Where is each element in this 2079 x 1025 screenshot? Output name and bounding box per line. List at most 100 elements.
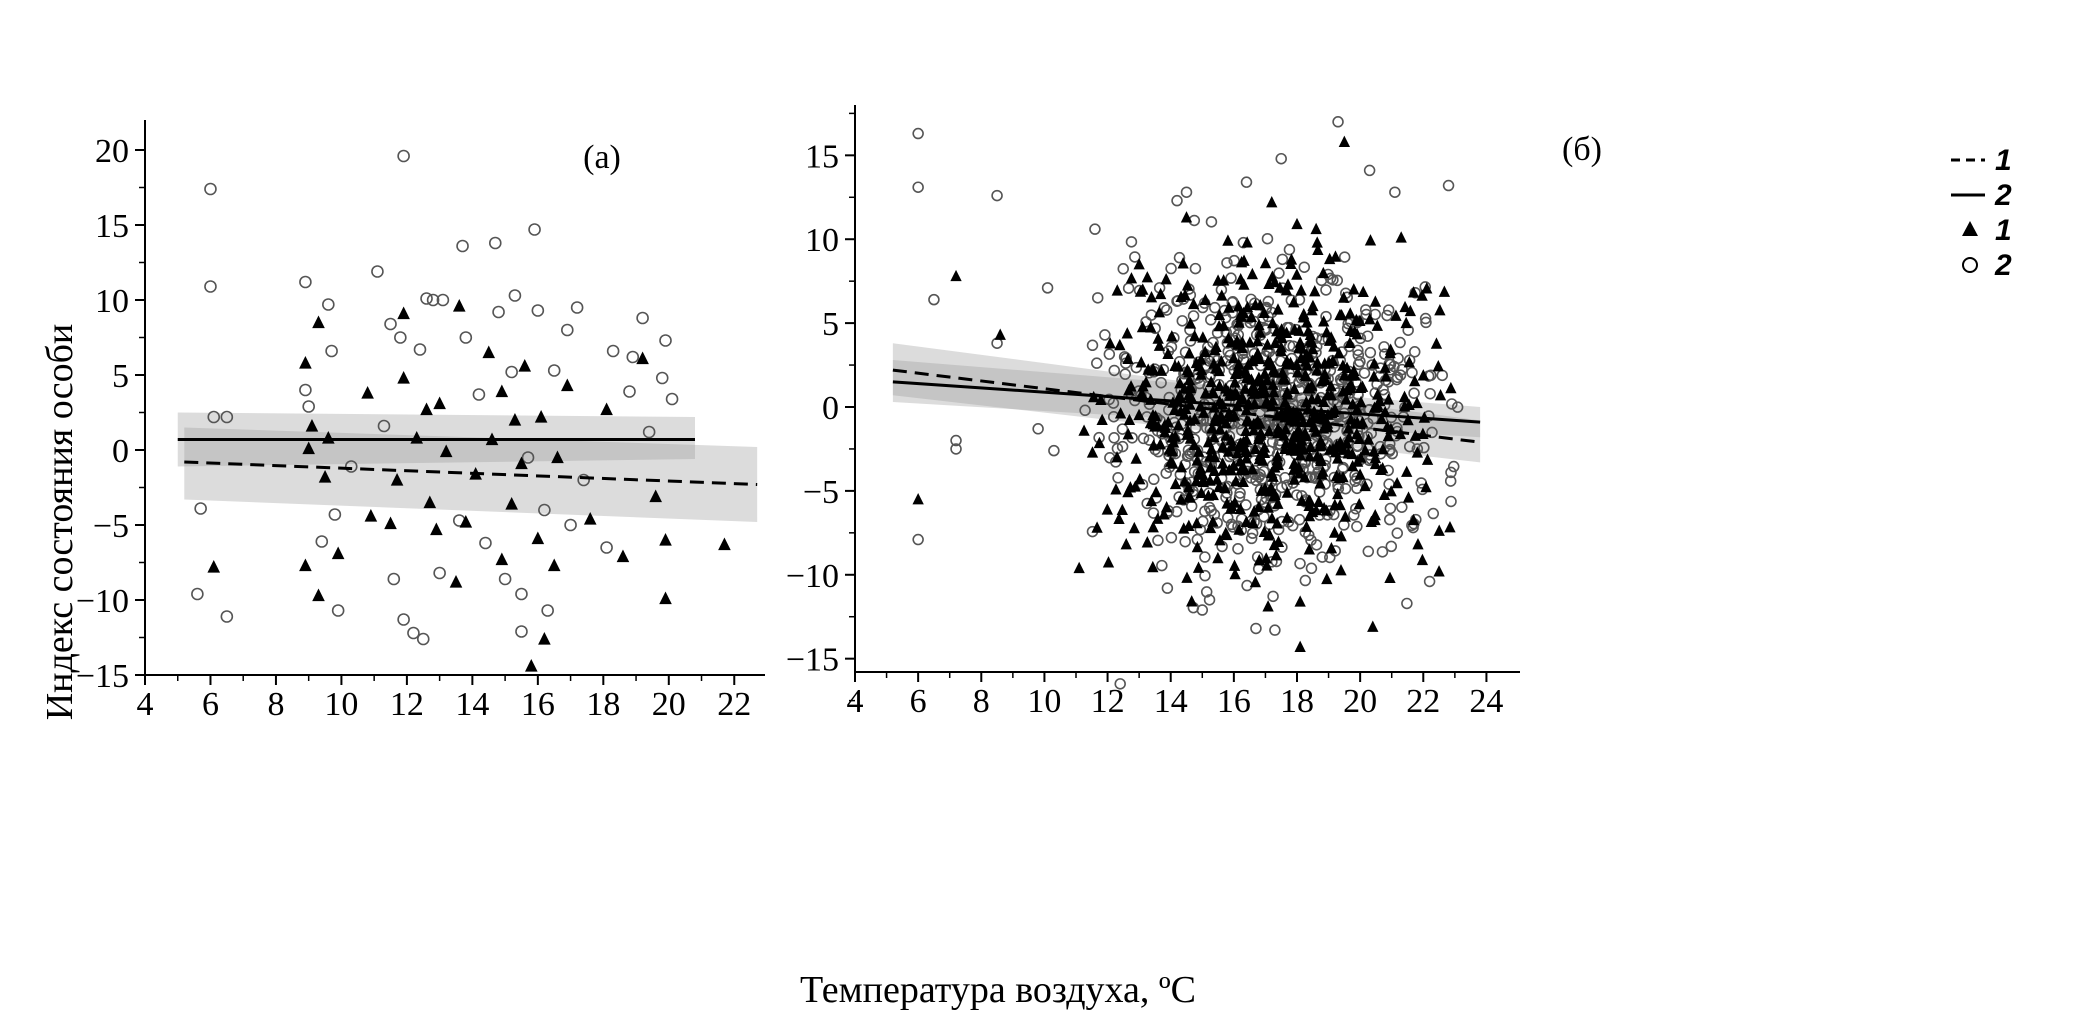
panel-b-point-group1 (1325, 331, 1337, 343)
panel-b-point-group1 (1122, 428, 1134, 440)
panel-b-point-group1 (1169, 430, 1182, 442)
panel-b-point-group1 (1153, 339, 1166, 351)
panel-b-point-group2 (1116, 423, 1129, 435)
panel-b-point-group1 (1204, 521, 1217, 534)
panel-b-point-group2 (1225, 272, 1237, 284)
panel-b-point-group1 (1430, 337, 1443, 349)
panel-b-point-group1 (1162, 347, 1174, 360)
panel-b-point-group2 (1276, 253, 1289, 266)
panel-b-point-group1 (1285, 443, 1297, 456)
panel-a-point-group2 (377, 419, 391, 433)
panel-b-point-group1 (1122, 352, 1134, 364)
panel-b-point-group1 (1327, 442, 1339, 455)
panel-b-point-group1 (1434, 303, 1446, 316)
panel-b-point-group2 (1160, 304, 1173, 316)
panel-b-point-group1 (1137, 283, 1149, 295)
panel-b-point-group1 (1318, 315, 1330, 327)
panel-b-point-group1 (1288, 457, 1300, 469)
panel-b-point-group1 (1421, 282, 1433, 294)
panel-a-x-tick-label: 4 (137, 686, 154, 723)
panel-b-point-group1 (1401, 465, 1413, 477)
y-axis-title: Индекс состояния особи (39, 324, 81, 721)
panel-b-point-group1 (1314, 477, 1326, 489)
panel-b-point-group1 (1421, 453, 1434, 465)
panel-b-point-group1 (1184, 380, 1197, 392)
panel-a-point-group1 (449, 575, 463, 588)
panel-b-point-group1 (1285, 253, 1298, 265)
panel-a-y-tick-label: −5 (93, 508, 129, 545)
panel-b-point-group2 (1091, 292, 1104, 304)
panel-a-point-group1 (538, 632, 551, 645)
panel-b-point-group2 (1332, 116, 1344, 128)
panel-b-point-group2 (1445, 466, 1457, 479)
panel-b-point-group1 (1216, 289, 1228, 301)
panel-b-point-group2 (912, 127, 924, 140)
panel-b-point-group1 (1262, 600, 1274, 612)
panel-a-point-group1 (515, 456, 528, 470)
panel-b-point-group1 (1232, 363, 1244, 375)
legend-label-circle: 2 (1994, 249, 2012, 282)
panel-a-point-group2 (538, 503, 551, 517)
panel-a-point-group1 (397, 306, 410, 320)
panel-a-point-group2 (299, 275, 312, 289)
panel-a-point-group2 (488, 236, 502, 250)
legend-label-triangle: 1 (1995, 214, 2012, 247)
panel-b-point-group1 (1319, 373, 1332, 385)
panel-a-x-tick-label: 6 (202, 686, 219, 723)
panel-b-point-group1 (1434, 388, 1447, 401)
panel-b-point-group2 (1245, 293, 1257, 306)
panel-b-point-group1 (1228, 351, 1240, 364)
panel-b-point-group1 (1294, 595, 1306, 607)
panel-b-point-group2 (1381, 309, 1393, 322)
panel-b-point-group2 (1173, 251, 1186, 264)
panel-b-point-group2 (1408, 387, 1420, 399)
panel-b-point-group1 (1272, 426, 1284, 439)
panel-b-point-group1 (1267, 364, 1279, 376)
panel-b-point-group1 (1130, 452, 1142, 464)
panel-b-point-group2 (1199, 551, 1211, 563)
panel-b-chart: (б) 4 6 8 10 12 14 16 18 20 22 24 −15 −10 −5 0 5 10 15 (786, 105, 1602, 720)
panel-b-point-group1 (1259, 385, 1271, 398)
panel-b-point-group1 (1222, 234, 1234, 246)
panel-b-point-group1 (1193, 445, 1205, 457)
panel-b-point-group2 (1305, 562, 1318, 575)
panel-b-point-group1 (1369, 513, 1381, 526)
legend: 1 2 1 2 (1951, 144, 2012, 282)
panel-b-point-group1 (1369, 457, 1382, 470)
panel-b-point-group1 (1213, 379, 1226, 392)
panel-b-point-group2 (1262, 295, 1275, 308)
panel-b-point-group1 (1223, 301, 1235, 313)
panel-b-point-group1 (1296, 434, 1308, 446)
panel-b-point-group1 (1325, 379, 1337, 392)
panel-b-point-group1 (1338, 291, 1350, 303)
panel-b-point-group1 (1293, 467, 1305, 479)
panel-b-point-group1 (1409, 374, 1421, 387)
panel-b-point-group2 (1228, 254, 1240, 267)
panel-b-point-group1 (1377, 443, 1389, 455)
panel-a-title: (а) (583, 139, 621, 176)
panel-b-point-group2 (1445, 495, 1457, 508)
panel-b-point-group1 (1270, 548, 1282, 561)
panel-b-point-group1 (1152, 512, 1164, 524)
panel-b-point-group1 (1432, 360, 1444, 372)
panel-b-point-group2 (1419, 312, 1432, 325)
panel-b-point-group1 (1295, 351, 1307, 364)
panel-b-point-group1 (1291, 365, 1304, 378)
panel-b-point-group1 (1382, 429, 1394, 442)
panel-b-point-group2 (1320, 284, 1332, 296)
panel-b-point-group1 (1237, 463, 1250, 476)
panel-b-point-group1 (1259, 367, 1271, 379)
panel-a-point-group1 (299, 558, 312, 572)
panel-b-point-group1 (1317, 266, 1329, 279)
panel-b-point-group1 (1073, 561, 1085, 574)
panel-b-point-group1 (1233, 358, 1245, 370)
panel-b-point-group1 (1353, 497, 1365, 510)
panel-b-point-group1 (1238, 278, 1250, 290)
panel-b-regression-line-dashed (892, 368, 1481, 444)
panel-b-point-group2 (1384, 502, 1397, 515)
panel-b-point-group1 (1216, 440, 1229, 452)
panel-b-point-group1 (1301, 359, 1313, 371)
panel-a-point-group2 (665, 392, 679, 406)
panel-b-point-group1 (1086, 446, 1099, 458)
panel-b-point-group1 (1222, 445, 1235, 457)
